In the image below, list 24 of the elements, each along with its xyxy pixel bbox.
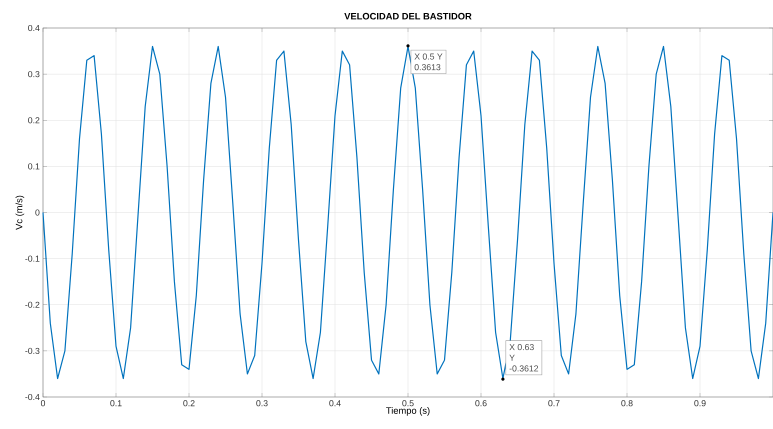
y-tick-label: 0.2 bbox=[28, 117, 40, 124]
x-tick-label: 0.5 bbox=[402, 400, 414, 406]
y-axis-title: Vc (m/s) bbox=[16, 196, 24, 230]
x-tick-label: 0.2 bbox=[183, 400, 195, 406]
x-tick-label: 0.1 bbox=[110, 400, 122, 406]
y-tick-label: 0.1 bbox=[28, 163, 40, 170]
y-tick-label: 0.3 bbox=[28, 71, 40, 78]
x-tick-label: 0.4 bbox=[329, 400, 341, 406]
chart-title: VELOCIDAD DEL BASTIDOR bbox=[344, 12, 472, 20]
y-tick-label: -0.3 bbox=[25, 348, 40, 354]
y-tick-label: 0.4 bbox=[28, 24, 40, 32]
x-tick-label: 0.6 bbox=[475, 400, 487, 406]
x-tick-label: 0.9 bbox=[694, 400, 706, 406]
x-tick-label: 0.7 bbox=[548, 400, 560, 406]
y-tick-label: -0.1 bbox=[25, 256, 40, 262]
x-tick-label: 0.8 bbox=[621, 400, 633, 406]
x-tick-label: 0 bbox=[40, 400, 46, 406]
x-tick-label: 0.3 bbox=[256, 400, 268, 406]
annotation: X 0.5 Y 0.3613 bbox=[414, 53, 442, 70]
y-tick-label: -0.2 bbox=[25, 302, 40, 308]
annotation: X 0.63 Y -0.3612 bbox=[509, 344, 538, 372]
x-axis-title: Tiempo (s) bbox=[386, 407, 430, 416]
y-tick-label: -0.4 bbox=[25, 394, 40, 400]
y-tick-label: 0 bbox=[35, 209, 40, 216]
